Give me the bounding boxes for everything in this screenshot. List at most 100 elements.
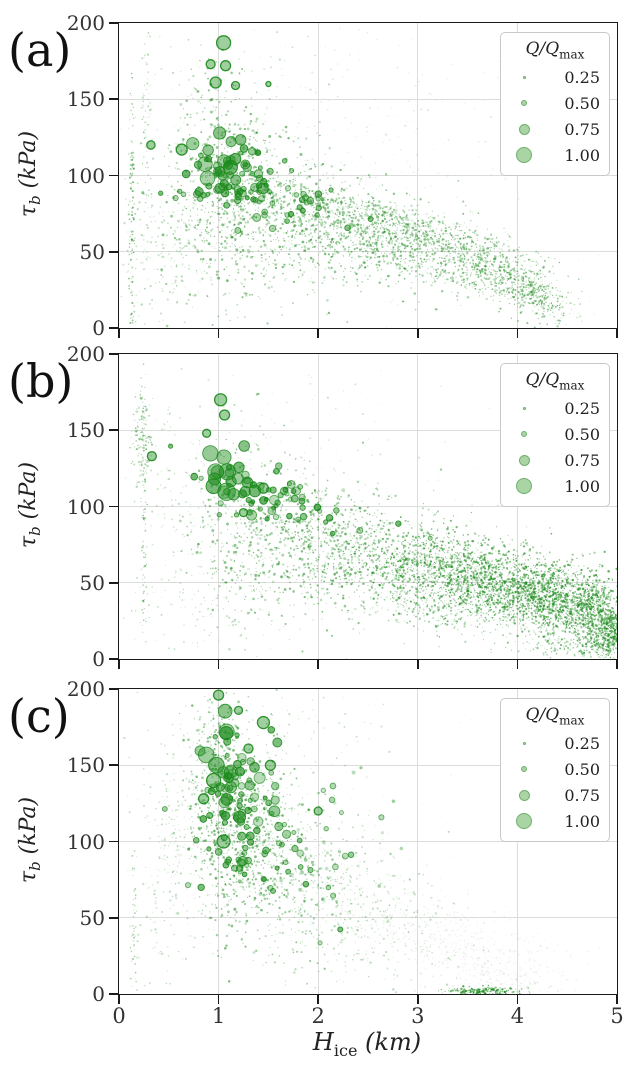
legend-size-swatch	[508, 147, 540, 164]
legend-size-swatch	[508, 454, 540, 466]
legend-item: 1.00	[508, 142, 602, 168]
legend-size-swatch	[508, 431, 540, 438]
legend-circle-icon	[522, 741, 526, 745]
y-tick-label: 150	[66, 753, 105, 778]
y-tick-label: 0	[92, 316, 105, 340]
legend-size-swatch	[508, 75, 540, 79]
x-label-symbol: H	[312, 1028, 334, 1056]
x-tick-mark	[118, 995, 120, 1004]
y-axis-label-b: τb (kPa)	[16, 462, 44, 548]
legend-item: 0.50	[508, 421, 602, 447]
x-axis-label: Hice (km)	[118, 1028, 616, 1060]
y-tick-label: 100	[66, 829, 105, 854]
legend-item-label: 0.50	[564, 93, 600, 113]
legend-circle-icon	[522, 75, 526, 79]
legend: Q/Qmax 0.25 0.50 0.75 1.00	[500, 698, 610, 843]
legend-item-label: 0.75	[564, 785, 600, 805]
legend-circle-icon	[518, 789, 530, 801]
legend-size-swatch	[508, 789, 540, 801]
x-tick-mark	[317, 660, 320, 669]
legend-item-label: 1.00	[564, 145, 600, 165]
y-tick-label: 0	[92, 982, 105, 1006]
y-tick-mark	[109, 250, 118, 253]
legend-item-label: 0.25	[564, 398, 600, 418]
y-tick-mark	[109, 916, 118, 919]
legend-circle-icon	[521, 766, 527, 773]
y-label-subscript: b	[26, 195, 45, 205]
legend: Q/Qmax 0.25 0.50 0.75 1.00	[500, 363, 610, 508]
legend-item-label: 0.25	[564, 67, 600, 87]
y-tick-mark	[109, 327, 118, 329]
legend-circle-icon	[518, 454, 530, 466]
y-tick-label: 150	[66, 418, 105, 443]
y-tick-mark	[109, 505, 118, 508]
legend-size-swatch	[508, 741, 540, 745]
legend-size-swatch	[508, 406, 540, 410]
plot-area-b: 0 50 100 150 200 Q/Qmax 0.25 0.50 0.75 1.00	[67, 342, 618, 671]
x-tick-mark	[416, 660, 419, 669]
x-tick-mark	[616, 995, 618, 1004]
legend-item-label: 1.00	[564, 811, 600, 831]
x-tick-label: 0	[112, 1004, 126, 1028]
y-label-unit: (kPa)	[15, 796, 41, 862]
legend-item: 0.50	[508, 756, 602, 782]
legend-item: 0.75	[508, 782, 602, 808]
legend-size-swatch	[508, 123, 540, 135]
legend-item: 1.00	[508, 473, 602, 499]
y-tick-mark	[109, 429, 118, 432]
y-tick-mark	[109, 993, 118, 995]
x-tick-mark	[416, 995, 419, 1004]
x-tick-mark	[217, 995, 220, 1004]
y-tick-label: 150	[66, 87, 105, 112]
x-tick-mark	[516, 329, 519, 338]
legend-title: Q/Qmax	[525, 705, 585, 728]
x-tick-label: 2	[311, 1004, 325, 1028]
legend-size-swatch	[508, 478, 540, 495]
y-tick-mark	[109, 98, 118, 101]
y-axis-label-a: τb (kPa)	[16, 131, 44, 217]
legend-item-label: 0.50	[564, 759, 600, 779]
y-tick-label: 50	[79, 239, 105, 264]
legend-circle-icon	[516, 813, 532, 830]
legend-title: Q/Qmax	[525, 370, 585, 393]
legend-circle-icon	[522, 406, 526, 410]
x-tick-label: 5	[610, 1004, 624, 1028]
x-label-subscript: ice	[333, 1040, 358, 1060]
x-tick-mark	[217, 660, 220, 669]
y-tick-mark	[109, 840, 118, 843]
y-tick-label: 100	[66, 163, 105, 188]
y-tick-mark	[109, 22, 118, 24]
x-tick-mark	[317, 995, 320, 1004]
legend-circle-icon	[516, 147, 532, 164]
y-tick-label: 200	[66, 677, 105, 701]
y-tick-mark	[109, 353, 118, 355]
legend-circle-icon	[516, 478, 532, 495]
panel-label-b: (b)	[8, 354, 74, 408]
y-tick-label: 0	[92, 647, 105, 671]
y-label-symbol: τ	[15, 535, 41, 549]
legend-title: Q/Qmax	[525, 39, 585, 62]
x-tick-label: 4	[510, 1004, 525, 1028]
y-tick-mark	[109, 764, 118, 767]
legend-item-label: 0.50	[564, 424, 600, 444]
legend-item-label: 0.25	[564, 733, 600, 753]
y-tick-mark	[109, 174, 118, 177]
legend: Q/Qmax 0.25 0.50 0.75 1.00	[500, 32, 610, 177]
y-tick-label: 200	[66, 342, 105, 366]
legend-item-label: 0.75	[564, 450, 600, 470]
y-label-subscript: b	[26, 526, 45, 536]
plot-area-c: 0 50 100 150 200 0 1 2 3 4 5 Q/Qmax 0.25 0.50 0.75 1.00	[67, 677, 624, 1028]
y-label-unit: (kPa)	[15, 461, 41, 527]
y-label-unit: (kPa)	[15, 130, 41, 196]
y-label-subscript: b	[26, 861, 45, 871]
x-tick-mark	[118, 660, 120, 669]
legend-item: 1.00	[508, 808, 602, 834]
legend-item: 0.50	[508, 90, 602, 116]
plot-area-a: 0 50 100 150 200 Q/Qmax 0.25 0.50 0.75 1.00	[67, 11, 618, 340]
x-tick-mark	[616, 329, 618, 338]
legend-size-swatch	[508, 766, 540, 773]
x-tick-label: 1	[211, 1004, 226, 1028]
legend-item: 0.25	[508, 395, 602, 421]
y-tick-label: 200	[66, 11, 105, 35]
